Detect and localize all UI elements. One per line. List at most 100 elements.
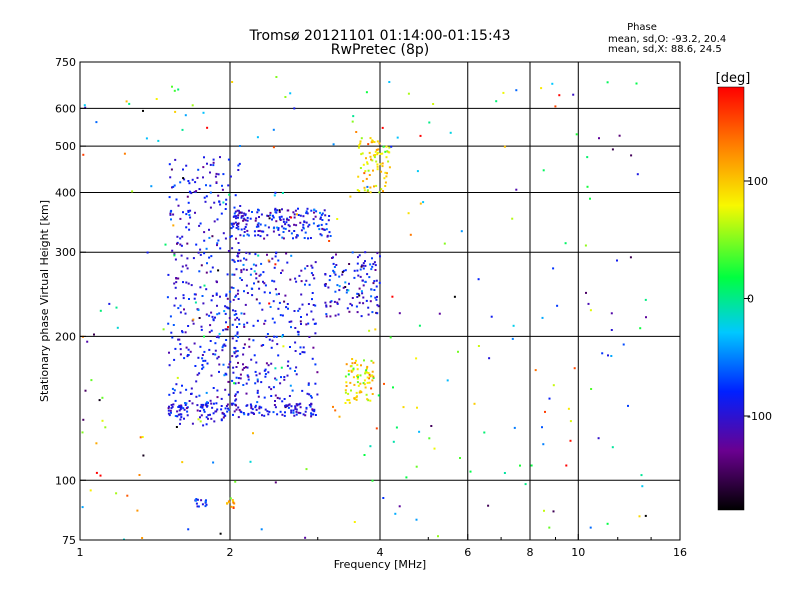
data-point — [254, 404, 257, 407]
data-point — [305, 323, 308, 326]
data-point — [511, 337, 514, 340]
y-tick-label: 75 — [62, 534, 76, 547]
data-point — [198, 224, 201, 227]
data-point — [239, 259, 242, 262]
data-point — [240, 279, 243, 281]
data-point — [233, 273, 236, 276]
data-point — [209, 191, 212, 194]
data-point — [256, 223, 259, 226]
data-point — [200, 414, 203, 417]
data-point — [586, 156, 589, 159]
data-point — [195, 395, 198, 398]
data-point — [419, 202, 422, 205]
data-point — [186, 257, 189, 260]
data-point — [184, 312, 187, 315]
data-point — [302, 227, 305, 230]
data-point — [296, 330, 299, 333]
data-point — [355, 398, 358, 401]
data-point — [272, 411, 275, 414]
data-point — [358, 287, 361, 290]
data-point — [239, 277, 242, 280]
data-point — [228, 408, 231, 411]
data-point — [208, 228, 210, 231]
data-point — [234, 480, 237, 483]
data-point — [362, 163, 365, 166]
data-point — [365, 369, 368, 372]
data-point — [223, 343, 226, 346]
data-point — [308, 283, 311, 286]
data-point — [211, 294, 214, 297]
data-point — [281, 225, 284, 228]
data-point — [358, 301, 361, 304]
data-point — [285, 221, 288, 224]
data-point — [274, 400, 276, 402]
data-point — [279, 314, 282, 317]
data-point — [364, 260, 366, 263]
data-point — [645, 316, 647, 319]
data-point — [184, 331, 187, 334]
data-point — [300, 280, 303, 283]
data-point — [381, 152, 384, 155]
data-point — [277, 354, 280, 357]
data-point — [390, 145, 393, 148]
data-point — [191, 104, 194, 107]
data-point — [300, 269, 303, 272]
data-point — [299, 214, 302, 217]
data-point — [590, 388, 593, 390]
data-point — [200, 499, 203, 502]
chart-subtitle: RwPretec (8p) — [331, 42, 429, 58]
data-point — [84, 106, 87, 109]
data-point — [286, 218, 288, 221]
data-point — [197, 356, 200, 359]
data-point — [361, 264, 363, 267]
data-point — [264, 408, 267, 411]
data-point — [217, 269, 220, 272]
data-point — [237, 169, 240, 171]
data-point — [281, 192, 284, 194]
data-point — [335, 264, 338, 266]
data-point — [386, 150, 389, 153]
data-point — [197, 251, 200, 254]
data-point — [259, 235, 262, 238]
data-point — [569, 420, 572, 423]
data-point — [232, 222, 235, 225]
data-point — [356, 377, 359, 380]
data-point — [275, 378, 278, 381]
data-point — [289, 384, 292, 387]
data-point — [221, 188, 224, 191]
data-point — [348, 263, 351, 265]
data-point — [337, 313, 340, 316]
data-point — [166, 296, 169, 299]
colorbar-tick-label: -100 — [747, 410, 772, 423]
data-point — [363, 383, 366, 386]
data-point — [352, 115, 355, 118]
data-point — [179, 181, 182, 184]
data-point — [201, 357, 204, 360]
data-point — [212, 387, 215, 389]
data-point — [246, 233, 249, 236]
data-point — [232, 413, 234, 416]
data-point — [376, 151, 379, 154]
data-point — [511, 217, 514, 220]
data-point — [277, 227, 280, 230]
data-point — [305, 221, 308, 224]
data-point — [365, 299, 368, 302]
data-point — [216, 244, 218, 247]
data-point — [214, 175, 217, 178]
data-point — [178, 406, 181, 409]
data-point — [231, 258, 234, 261]
data-point — [551, 82, 554, 85]
data-point — [263, 369, 266, 372]
data-point — [81, 431, 84, 434]
data-point — [246, 366, 249, 369]
data-point — [141, 537, 144, 539]
data-point — [319, 217, 322, 220]
data-point — [236, 326, 238, 328]
data-point — [388, 146, 391, 149]
data-point — [257, 230, 260, 232]
data-point — [352, 367, 355, 370]
data-point — [432, 103, 435, 105]
data-point — [196, 176, 199, 179]
data-point — [260, 381, 263, 384]
data-point — [182, 177, 185, 180]
